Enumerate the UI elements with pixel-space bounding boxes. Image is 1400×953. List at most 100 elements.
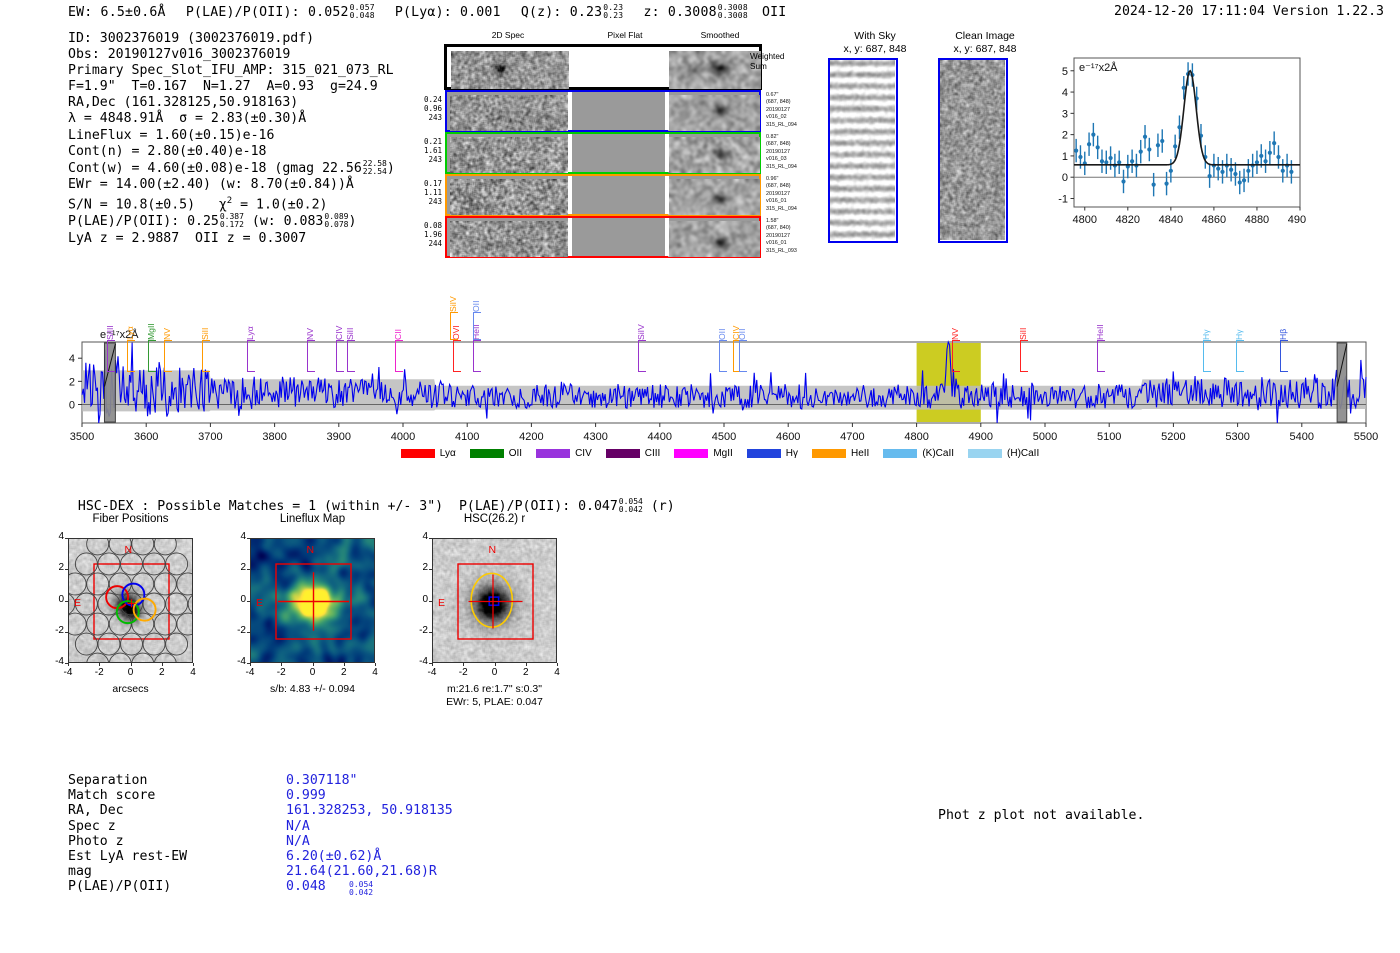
y-axis-tick: -4 [55, 656, 64, 667]
lineflux-overlays [251, 539, 374, 662]
col-title-pixelflat: Pixel Flat [607, 30, 643, 40]
legend-label: HeII [851, 448, 870, 459]
spectrum-x-tick: 5400 [1290, 431, 1314, 443]
x-axis-tickmark [494, 663, 496, 666]
fiber-circle [86, 612, 110, 636]
spectrum-x-tick: 4100 [455, 431, 479, 443]
compass-north-hsc: N [488, 544, 497, 556]
info-redshifts: LyA z = 2.9887 OII z = 0.3007 [68, 230, 307, 246]
emission-line-bracket [127, 340, 136, 372]
y-axis-tickmark [247, 631, 250, 633]
header-z-type: OII [761, 5, 787, 20]
emission-line-bracket [347, 340, 356, 372]
legend-item: MgII [674, 448, 733, 459]
y-axis-tick: 4 [240, 531, 246, 542]
weighted-sum-label: Weighted Sum [750, 52, 785, 71]
legend-item: (K)CaII [883, 448, 954, 459]
info-params: F=1.9" T=0.167 N=1.27 A=0.93 g=24.9 [68, 79, 378, 95]
x-axis-tick: -2 [94, 667, 104, 678]
fiber-circle [176, 572, 192, 596]
spectrum-y-tick: 4 [69, 353, 75, 365]
weighted-sum-row [444, 44, 762, 90]
row-smoothed-image [668, 179, 760, 215]
panel-title-lineflux: Lineflux Map [279, 513, 346, 525]
y-axis-tickmark [247, 569, 250, 571]
compass-north-fiber: N [124, 544, 133, 556]
emission-line-label: SiII [345, 327, 356, 340]
x-axis-tickmark [557, 663, 558, 666]
emission-line-label: SiIV [448, 296, 459, 312]
emission-line-bracket [247, 340, 256, 372]
svg-text:4900: 4900 [1288, 214, 1306, 226]
emission-line-fit-chart: 4800 4820 4840 4860 4880 4900 -1 0 1 2 3 4 5 e⁻¹⁷x2Å [1040, 50, 1312, 235]
svg-text:3: 3 [1062, 108, 1068, 120]
emission-line-bracket [1096, 340, 1105, 372]
x-axis-tick: 0 [491, 667, 498, 678]
legend-item: Lyα [400, 448, 456, 459]
spectrum-x-tick: 4600 [776, 431, 800, 443]
legend-label: (K)CaII [922, 448, 955, 459]
header-qz-value: 0.23 [569, 5, 603, 20]
svg-text:4840: 4840 [1159, 214, 1183, 226]
x-axis-tickmark [130, 663, 132, 666]
spectrum-error-band [82, 370, 1366, 412]
emission-line-label: Hγ [1233, 329, 1244, 340]
fiber-circle [153, 612, 177, 636]
svg-text:4880: 4880 [1245, 214, 1269, 226]
emission-line-label: Lyα [125, 326, 136, 340]
emission-line-label: SiII [199, 327, 210, 340]
legend-label: (H)CaII [1007, 448, 1040, 459]
legend-swatch [536, 448, 571, 458]
legend-swatch [674, 448, 709, 458]
detail-key: Photo z [68, 833, 124, 849]
header-ew: EW: 6.5±0.6Å [68, 5, 166, 20]
header-summary-line: EW: 6.5±0.6Å P(LAE)/P(OII): 0.052 0.057 0.… [68, 4, 787, 21]
twod-spec-row [445, 174, 761, 216]
fiber-circle [154, 652, 177, 662]
detail-plae-range: 0.054 0.042 [349, 880, 374, 898]
photz-unavailable-message: Phot z plot not available. [938, 808, 1145, 823]
y-axis-tickmark [429, 600, 432, 602]
row-right-meta: 0.96" (687, 848) 20190127 v016_01 315_RL… [766, 176, 797, 212]
fiber-circle [97, 552, 121, 576]
cutout-panels-group: Fiber Positions N E -4 -2 0 2 4 4 2 0 -2 -4 arcsecs Li… [0, 505, 1400, 750]
masked-wavelength-band [1336, 342, 1348, 423]
svg-text:5: 5 [1062, 66, 1068, 78]
detail-value: 6.20(±0.62)Å [286, 848, 382, 864]
y-axis-tickmark [247, 600, 250, 602]
x-axis-tick: 4 [372, 667, 378, 678]
source-info-block: ID: 3002376019 (3002376019.pdf) Obs: 201… [68, 31, 395, 247]
y-axis-tickmark [65, 538, 68, 539]
fiber-circle [153, 572, 177, 596]
panel-caption-fiber: arcsecs [112, 683, 149, 695]
fiber-circle [142, 632, 166, 656]
info-plae-range: 0.387 0.172 [219, 212, 244, 230]
x-axis-tick: -2 [276, 667, 286, 678]
fiber-circle [74, 552, 98, 576]
svg-text:4800: 4800 [1073, 214, 1097, 226]
spectrum-y-tick: 2 [69, 376, 75, 388]
spectrum-plot-area: 3500 3600 3700 3800 3900 4000 4100 4200 4300 4400… [60, 270, 1380, 449]
row-right-meta: 0.67" (687, 848) 20190127 v016_02 315_RL… [766, 92, 797, 128]
emission-line-bracket [732, 340, 741, 372]
weighted-sum-smoothed-image [669, 51, 761, 89]
x-axis-tickmark [250, 663, 251, 666]
detail-key: mag [68, 864, 92, 880]
detail-value: 0.307118" [286, 773, 358, 788]
emission-line-label: NV [161, 328, 172, 340]
spectrum-x-tick: 4800 [904, 431, 928, 443]
svg-text:-1: -1 [1058, 193, 1068, 205]
legend-label: Hγ [785, 448, 798, 459]
x-axis-tickmark [161, 663, 163, 666]
hsc-dex-plae-range: 0.054 0.042 [618, 497, 643, 514]
spectrum-x-tick: 4300 [583, 431, 607, 443]
emission-line-bracket [306, 340, 315, 372]
emission-line-bracket [148, 340, 157, 372]
detail-value: 0.048 [286, 879, 326, 895]
emission-line-bracket [1202, 340, 1211, 372]
x-axis-tick: -4 [63, 667, 73, 678]
fit-plot-svg: 4800 4820 4840 4860 4880 4900 -1 0 1 2 3 4 5 e⁻¹⁷x2Å [1058, 57, 1312, 226]
legend-item: HeII [812, 448, 869, 459]
fiber-overlays [69, 539, 192, 662]
red-region-box [457, 563, 534, 640]
